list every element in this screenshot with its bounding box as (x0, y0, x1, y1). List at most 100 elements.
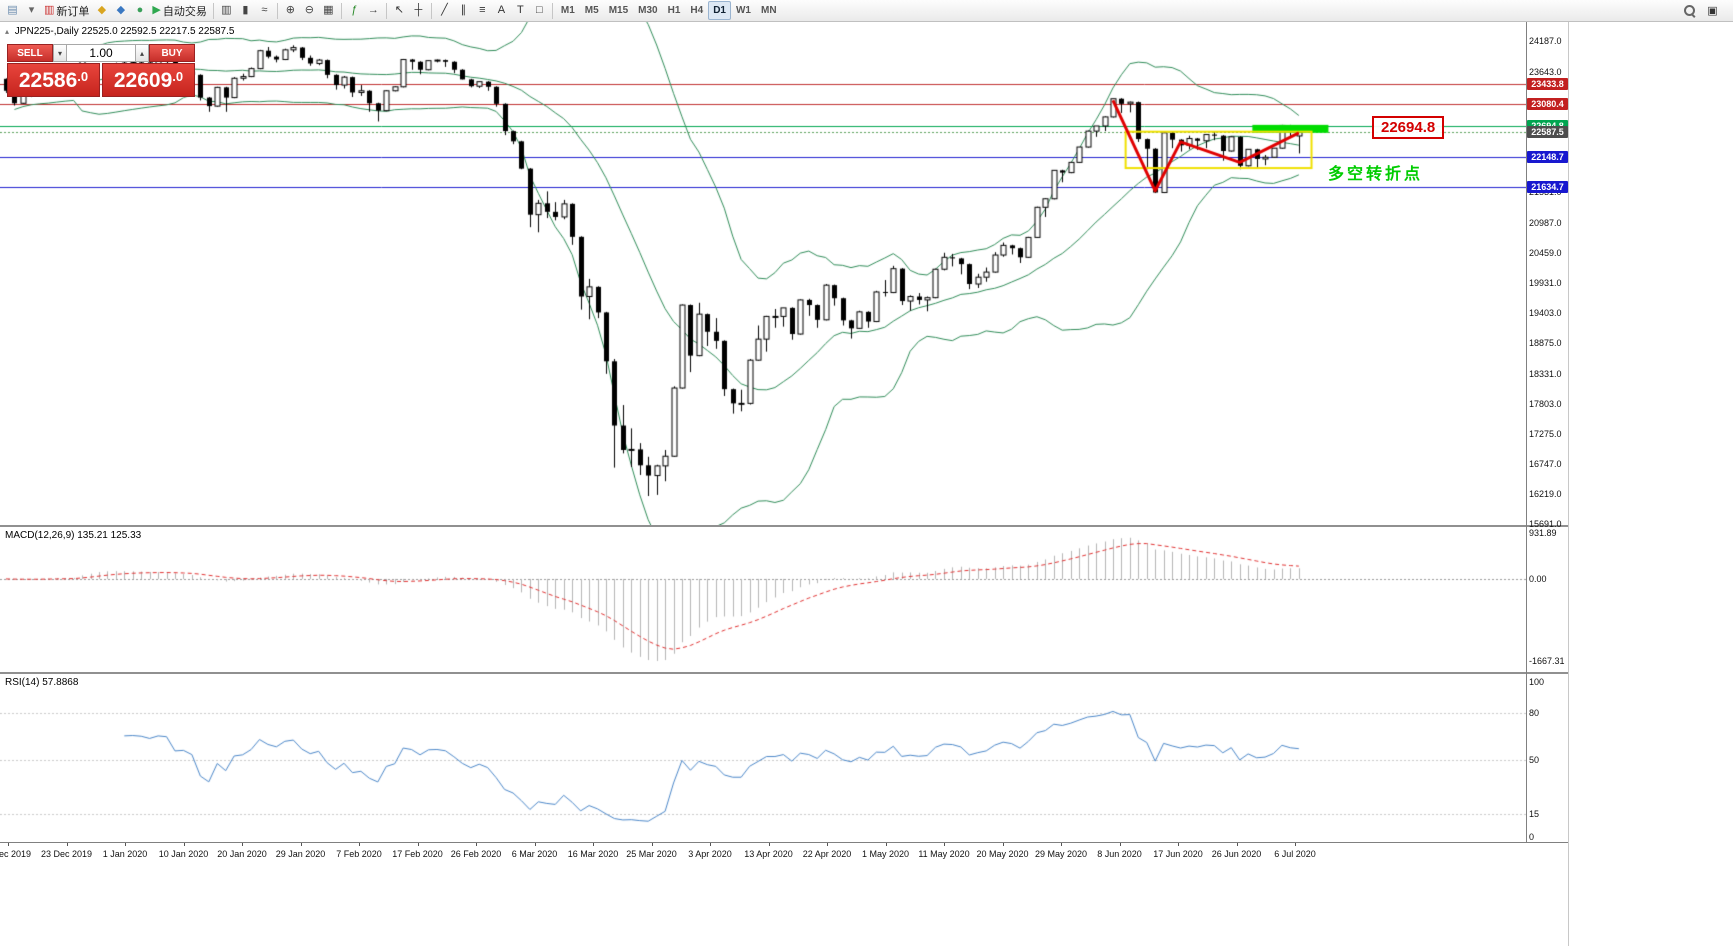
timeframe-mn-button[interactable]: MN (760, 5, 777, 16)
sell-price-button[interactable]: 22586 .0 (7, 63, 100, 97)
buy-price-button[interactable]: 22609 .0 (102, 63, 195, 97)
sell-price-frac: .0 (77, 68, 89, 84)
timeframe-d1-button[interactable]: D1 (708, 1, 731, 20)
price-axis-label: 16219.0 (1529, 489, 1562, 500)
timeframe-m15-button[interactable]: M15 (608, 5, 629, 16)
sell-button[interactable]: SELL (7, 44, 53, 62)
new-order-icon: ▥ (44, 4, 55, 16)
rsi-indicator-canvas[interactable] (0, 674, 1526, 842)
bar-chart-type-button[interactable]: ▥ (217, 1, 236, 20)
label-button[interactable]: T (511, 1, 530, 20)
community-icon: ● (136, 4, 144, 16)
new-order-button[interactable]: ▥ 新订单 (41, 1, 92, 20)
time-axis[interactable]: 3 Dec 2019 23 Dec 2019 1 Jan 2020 10 Jan 20… (0, 842, 1568, 862)
time-axis-tick (8, 843, 9, 846)
shapes-button[interactable]: □ (530, 1, 549, 20)
timeframe-m30-button[interactable]: M30 (638, 5, 658, 16)
crosshair-button[interactable]: ┼ (409, 1, 428, 20)
price-axis-label: 23643.0 (1529, 67, 1562, 78)
time-axis-tick (768, 843, 770, 846)
time-axis-tick (1236, 843, 1238, 846)
text-button[interactable]: A (492, 1, 511, 20)
price-axis-label: 20987.0 (1529, 218, 1562, 229)
one-click-collapse-icon[interactable]: ▴ (5, 27, 10, 36)
price-axis-label: 16747.0 (1529, 459, 1562, 470)
timeframe-w1-button[interactable]: W1 (735, 5, 751, 16)
new-order-button-label: 新订单 (56, 5, 90, 18)
macd-axis-label: -1667.31 (1529, 655, 1565, 666)
price-axis-badge: 21634.7 (1527, 180, 1568, 193)
buy-button[interactable]: BUY (149, 44, 195, 62)
main-toolbar: ▤ ▾ ▥ 新订单 ◆ ◆ ● ▶ 自动交易 ▥ ▮ ≈ ⊕ ⊖ ▦ ƒ → ↖ ┼ ╱ ∥ ≡ A T □ M1 M5 M15 M30… (0, 0, 1733, 22)
time-axis-label: 26 Jun 2020 (1211, 849, 1262, 859)
timeframe-m1-button[interactable]: M1 (560, 5, 575, 16)
toolbar-separator (551, 2, 553, 19)
time-axis-label: 22 Apr 2020 (802, 849, 852, 859)
search-icon[interactable] (1683, 4, 1696, 17)
time-axis-label: 1 May 2020 (861, 849, 910, 859)
lot-decrease-button[interactable]: ▾ (53, 44, 67, 62)
candle-chart-type-button[interactable]: ▮ (236, 1, 255, 20)
windows-button[interactable]: ▣ (1707, 5, 1718, 17)
time-axis-tick (710, 843, 711, 846)
time-axis-label: 3 Apr 2020 (688, 849, 732, 859)
community-button[interactable]: ● (130, 1, 149, 20)
price-axis-badge: 23433.8 (1527, 78, 1568, 91)
time-axis-tick (1061, 843, 1062, 846)
time-axis-tick (66, 843, 68, 846)
tile-windows-button[interactable]: ▦ (319, 1, 338, 20)
trendline-button[interactable]: ╱ (435, 1, 454, 20)
macd-indicator-canvas[interactable] (0, 527, 1526, 672)
trade-panel-controls: SELL ▾ ▴ BUY (7, 44, 195, 62)
time-axis-label: 26 Feb 2020 (450, 849, 502, 859)
price-axis-badge: 23080.4 (1527, 98, 1568, 111)
time-axis-tick (1295, 843, 1296, 846)
timeframe-h1-button[interactable]: H1 (667, 5, 681, 16)
line-chart-type-icon: ≈ (261, 4, 268, 16)
market-button[interactable]: ◆ (111, 1, 130, 20)
fibonacci-button[interactable]: ≡ (473, 1, 492, 20)
timeframe-h4-button[interactable]: H4 (690, 5, 704, 16)
chart-shift-button[interactable]: → (364, 1, 383, 20)
channel-button[interactable]: ∥ (454, 1, 473, 20)
toolbar-separator (340, 2, 342, 19)
time-axis-label: 16 Mar 2020 (567, 849, 619, 859)
toolbar-separator (385, 2, 387, 19)
timeframe-m5-button[interactable]: M5 (584, 5, 599, 16)
toolbar-right-group: ▣ (1683, 1, 1730, 20)
buy-price: 22609 (113, 68, 173, 92)
time-axis-tick (242, 843, 243, 846)
pane-separator[interactable] (0, 672, 1568, 674)
zoom-out-button[interactable]: ⊖ (300, 1, 319, 20)
one-click-trading-panel: SELL ▾ ▴ BUY 22586 .0 22609 .0 (7, 44, 195, 97)
price-callout-label[interactable]: 22694.8 (1372, 116, 1445, 139)
lot-increase-button[interactable]: ▴ (135, 44, 149, 62)
time-axis-label: 20 Jan 2020 (217, 849, 267, 859)
indicators-button[interactable]: ƒ (345, 1, 364, 20)
time-axis-tick (476, 843, 477, 846)
chart-list-button[interactable]: ▾ (22, 1, 41, 20)
time-axis-label: 6 Jul 2020 (1274, 849, 1316, 859)
chart-shift-icon: → (367, 4, 379, 16)
lot-size-input[interactable] (67, 44, 135, 62)
price-axis-badge: 22587.5 (1527, 126, 1568, 139)
chinese-annotation-text[interactable]: 多空转折点 (1328, 166, 1424, 183)
rsi-value: 57.8868 (42, 677, 79, 688)
pane-separator[interactable] (0, 525, 1568, 527)
crosshair-icon: ┼ (414, 4, 423, 16)
time-axis-tick (1119, 843, 1121, 846)
metaeditor-button[interactable]: ◆ (92, 1, 111, 20)
cursor-icon: ↖ (394, 4, 404, 16)
autotrading-button[interactable]: ▶ 自动交易 (149, 1, 209, 20)
line-chart-type-button[interactable]: ≈ (255, 1, 274, 20)
time-axis-label: 29 May 2020 (1034, 849, 1088, 859)
zoom-in-button[interactable]: ⊕ (281, 1, 300, 20)
time-axis-label: 7 Feb 2020 (336, 849, 382, 859)
shapes-icon: □ (536, 4, 543, 16)
price-axis[interactable]: 24187.023643.021531.020987.020459.019931… (1527, 0, 1568, 946)
market-icon: ◆ (116, 4, 126, 16)
cursor-button[interactable]: ↖ (390, 1, 409, 20)
new-chart-button[interactable]: ▤ (3, 1, 22, 20)
price-chart-canvas[interactable] (0, 22, 1526, 525)
text-icon: A (497, 4, 506, 16)
